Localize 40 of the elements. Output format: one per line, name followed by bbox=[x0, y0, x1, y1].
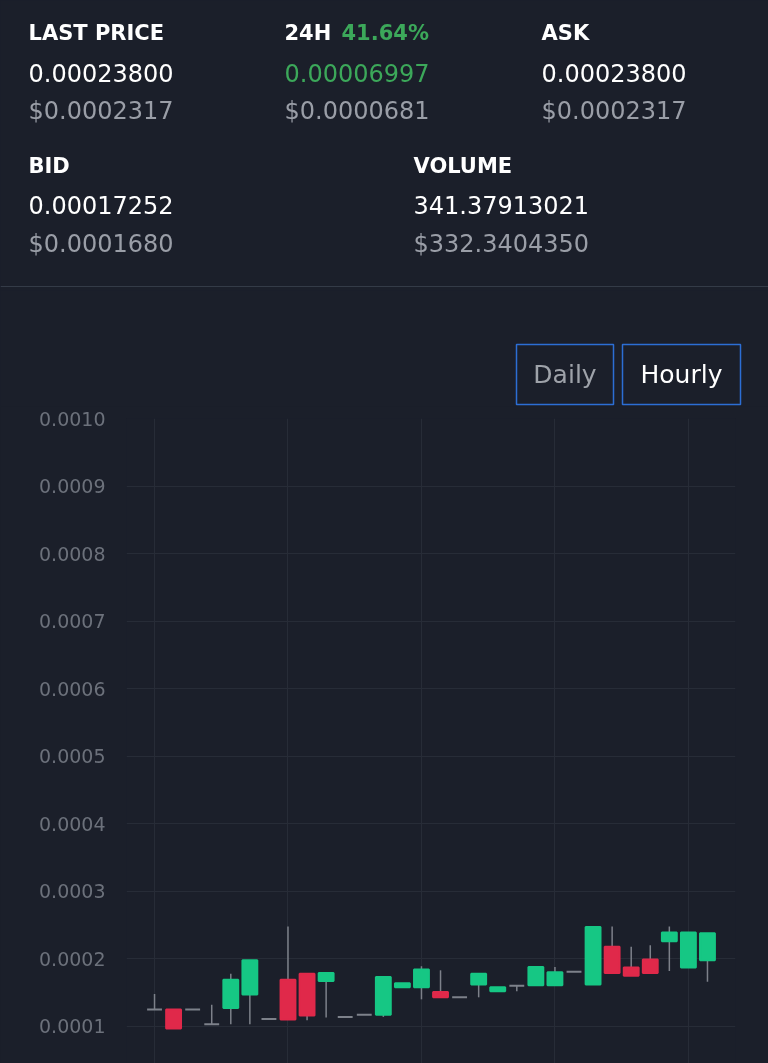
candlestick bbox=[317, 972, 335, 1019]
text: $332.3404350 bbox=[413, 229, 590, 258]
text: $0.0000681 bbox=[284, 96, 430, 125]
candlestick bbox=[622, 945, 640, 977]
y-tick-label: 0.0005 bbox=[39, 745, 106, 768]
y-tick-label: 0.0004 bbox=[39, 812, 106, 835]
text: Hourly bbox=[640, 360, 723, 389]
candlestick bbox=[660, 925, 678, 972]
y-tick-label: 0.0008 bbox=[39, 542, 106, 565]
text: ASK bbox=[541, 20, 590, 45]
text: 0.00023800 bbox=[541, 59, 687, 88]
candlestick bbox=[413, 965, 430, 1001]
text: Daily bbox=[533, 360, 597, 389]
text: BID bbox=[28, 153, 70, 178]
y-tick-label: 0.0009 bbox=[39, 475, 106, 498]
text: 41.64% bbox=[341, 20, 429, 45]
y-tick-label: 0.0003 bbox=[39, 880, 106, 903]
y-tick-label: 0.0007 bbox=[39, 610, 106, 633]
y-tick-label: 0.0001 bbox=[39, 1015, 106, 1038]
text: VOLUME bbox=[413, 153, 513, 178]
candlestick bbox=[641, 944, 659, 974]
text: 341.37913021 bbox=[413, 191, 590, 220]
text: $0.0001680 bbox=[28, 229, 174, 258]
candlestick bbox=[470, 972, 488, 999]
candlestick bbox=[546, 966, 564, 987]
candlestick bbox=[165, 1008, 183, 1030]
candlestick bbox=[527, 965, 545, 987]
candlestick bbox=[432, 969, 449, 999]
text: $0.0002317 bbox=[28, 96, 174, 125]
text: $0.0002317 bbox=[541, 96, 687, 125]
y-tick-label: 0.0006 bbox=[39, 677, 106, 700]
text: 0.00006997 bbox=[284, 59, 430, 88]
text: 0.00017252 bbox=[28, 191, 174, 220]
text: 0.00023800 bbox=[28, 59, 174, 88]
y-tick-label: 0.0002 bbox=[39, 947, 106, 970]
candlestick bbox=[508, 984, 526, 992]
text: 24H bbox=[284, 20, 332, 45]
candlestick bbox=[203, 1003, 221, 1026]
y-tick-label: 0.0010 bbox=[39, 407, 106, 430]
text: LAST PRICE bbox=[28, 20, 165, 45]
